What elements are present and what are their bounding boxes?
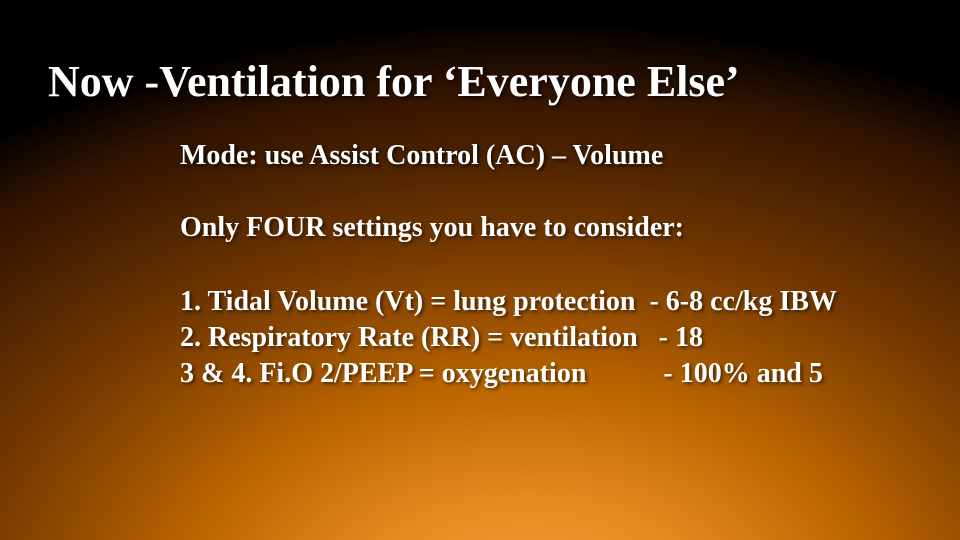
body-item-3: 3 & 4. Fi.O 2/PEEP = oxygenation - 100% … [180,358,940,390]
body-item-2: 2. Respiratory Rate (RR) = ventilation -… [180,322,940,354]
body-intro: Only FOUR settings you have to consider: [180,212,940,244]
slide: Now -Ventilation for ‘Everyone Else’ Mod… [0,0,960,540]
slide-title: Now -Ventilation for ‘Everyone Else’ [48,56,920,107]
slide-subtitle: Mode: use Assist Control (AC) – Volume [180,140,663,172]
body-item-1: 1. Tidal Volume (Vt) = lung protection -… [180,286,940,318]
